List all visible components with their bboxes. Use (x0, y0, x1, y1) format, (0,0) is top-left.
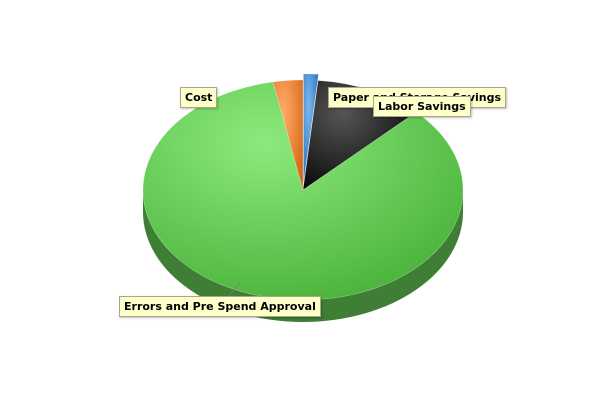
slice-label-cost: Cost (180, 87, 218, 108)
pie-slice-paper-and-storage-savings (303, 73, 319, 184)
pie-slice-errors-and-pre-spend-approval (142, 81, 464, 301)
pie-slice-cost (272, 79, 304, 191)
leader-line-errors-and-pre-spend-approval (228, 281, 241, 297)
pie-slice-side-errors-and-pre-spend-approval (143, 190, 463, 322)
slice-label-labor-savings: Labor Savings (373, 96, 471, 117)
slice-label-errors-and-pre-spend-approval: Errors and Pre Spend Approval (119, 296, 321, 317)
